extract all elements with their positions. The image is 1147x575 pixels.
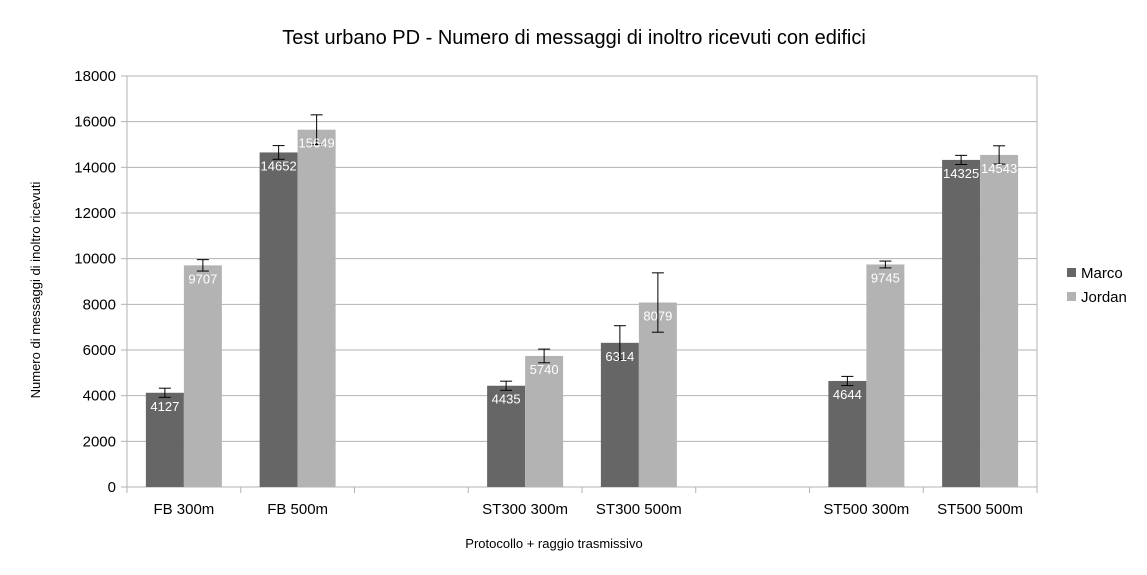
legend-swatch-marco <box>1067 268 1076 277</box>
data-label: 4435 <box>492 392 521 407</box>
bar-marco <box>600 342 639 487</box>
y-tick-label: 10000 <box>74 251 116 268</box>
y-tick-label: 0 <box>108 479 116 496</box>
x-axis: FB 300m FB 500m ST300 300m ST300 500m ST500 … <box>126 487 1038 518</box>
x-tick-label: ST500 300m <box>823 501 909 518</box>
bar-marco <box>145 392 184 487</box>
legend-swatch-jordan <box>1067 292 1076 301</box>
data-label: 8079 <box>643 309 672 324</box>
x-tick-label: ST300 300m <box>482 501 568 518</box>
y-tick-label: 14000 <box>74 159 116 176</box>
data-label: 15649 <box>299 136 335 151</box>
y-tick-label: 4000 <box>83 388 116 405</box>
chart-title: Test urbano PD - Numero di messaggi di i… <box>282 27 866 49</box>
y-tick-label: 8000 <box>83 296 116 313</box>
x-axis-label: Protocollo + raggio trasmissivo <box>465 536 642 551</box>
y-tick-label: 18000 <box>74 68 116 85</box>
data-label: 14325 <box>943 166 979 181</box>
data-label: 14543 <box>981 161 1017 176</box>
bar-marco <box>259 152 298 488</box>
y-tick-label: 16000 <box>74 114 116 131</box>
data-label: 14652 <box>261 158 297 173</box>
bar-marco <box>487 385 526 487</box>
bar-jordan <box>297 129 336 488</box>
legend-label-jordan: Jordan <box>1081 289 1127 306</box>
data-label: 5740 <box>530 362 559 377</box>
data-label: 9707 <box>188 271 217 286</box>
x-tick-label: FB 300m <box>153 501 214 518</box>
bar-jordan <box>980 154 1019 488</box>
bars: 4127 14652 4435 6314 4644 14325 9707 15649 5740 8… <box>145 114 1019 488</box>
bar-jordan <box>866 264 905 487</box>
bar-jordan <box>525 355 564 487</box>
y-axis-ticks: 0 2000 4000 6000 8000 10000 12000 14000 16000 180… <box>74 68 127 496</box>
legend-label-marco: Marco <box>1081 265 1123 282</box>
data-label: 6314 <box>605 349 634 364</box>
y-tick-label: 6000 <box>83 342 116 359</box>
y-tick-label: 12000 <box>74 205 116 222</box>
x-tick-label: FB 500m <box>267 501 328 518</box>
data-label: 4644 <box>833 387 862 402</box>
data-label: 4127 <box>150 399 179 414</box>
y-axis-label: Numero di messaggi di inoltro ricevuti <box>28 182 43 399</box>
bar-marco <box>942 159 981 487</box>
bar-jordan <box>183 265 222 487</box>
x-tick-label: ST300 500m <box>596 501 682 518</box>
bar-marco <box>828 380 867 487</box>
data-label: 9745 <box>871 270 900 285</box>
bar-jordan <box>638 302 677 487</box>
legend: Marco Jordan <box>1067 265 1127 306</box>
x-tick-label: ST500 500m <box>937 501 1023 518</box>
y-tick-label: 2000 <box>83 433 116 450</box>
